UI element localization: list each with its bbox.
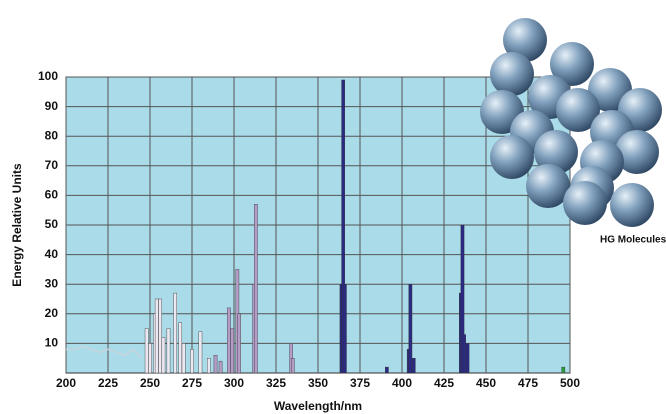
spectral-line [385,367,388,373]
x-tick-label: 275 [182,376,202,390]
x-tick-label: 250 [140,376,160,390]
spectral-line [214,355,217,373]
spectral-line [291,358,294,373]
y-axis-label: Energy Relative Units [10,163,24,287]
spectral-line [148,343,151,373]
y-tick-label: 60 [45,188,59,202]
spectral-line [145,329,148,373]
spectral-line [219,361,222,373]
y-tick-label: 80 [45,128,59,142]
x-tick-label: 375 [350,376,370,390]
spectral-line [190,349,193,373]
y-tick-label: 90 [45,99,59,113]
y-tick-label: 30 [45,276,59,290]
y-tick-label: 100 [38,69,58,83]
annotation: HG Molecules [600,235,666,246]
y-tick-label: 70 [45,158,59,172]
x-tick-label: 225 [98,376,118,390]
spectral-line [343,284,346,373]
chart: HG Molecules Wavelength/nm Energy Relati… [0,0,666,414]
spectral-line [231,329,234,373]
spectral-line [409,284,412,373]
spectral-line [199,332,202,373]
x-tick-label: 400 [392,376,412,390]
spectral-line [155,299,158,373]
x-tick-label: 450 [476,376,496,390]
spectral-line [412,358,415,373]
spectral-line [162,337,165,373]
spectral-line [463,335,466,373]
x-axis-label: Wavelength/nm [274,399,362,413]
x-tick-label: 300 [224,376,244,390]
spectral-line [174,293,177,373]
x-tick-label: 500 [560,376,580,390]
spectral-line [207,358,210,373]
x-tick-label: 475 [518,376,538,390]
spectral-line [466,343,469,373]
y-tick-label: 40 [45,247,59,261]
x-tick-label: 325 [266,376,286,390]
spectral-line [254,204,257,373]
spectral-line [167,329,170,373]
y-tick-label: 20 [45,306,59,320]
spectral-line [237,314,240,373]
spectral-line [182,343,185,373]
spectral-line [179,323,182,373]
spectral-line [562,367,565,373]
x-tick-label: 350 [308,376,328,390]
y-tick-label: 50 [45,217,59,231]
y-tick-label: 10 [45,336,59,350]
spectral-line [158,299,161,373]
spectral-line [227,308,230,373]
x-tick-label: 200 [56,376,76,390]
x-tick-label: 425 [434,376,454,390]
